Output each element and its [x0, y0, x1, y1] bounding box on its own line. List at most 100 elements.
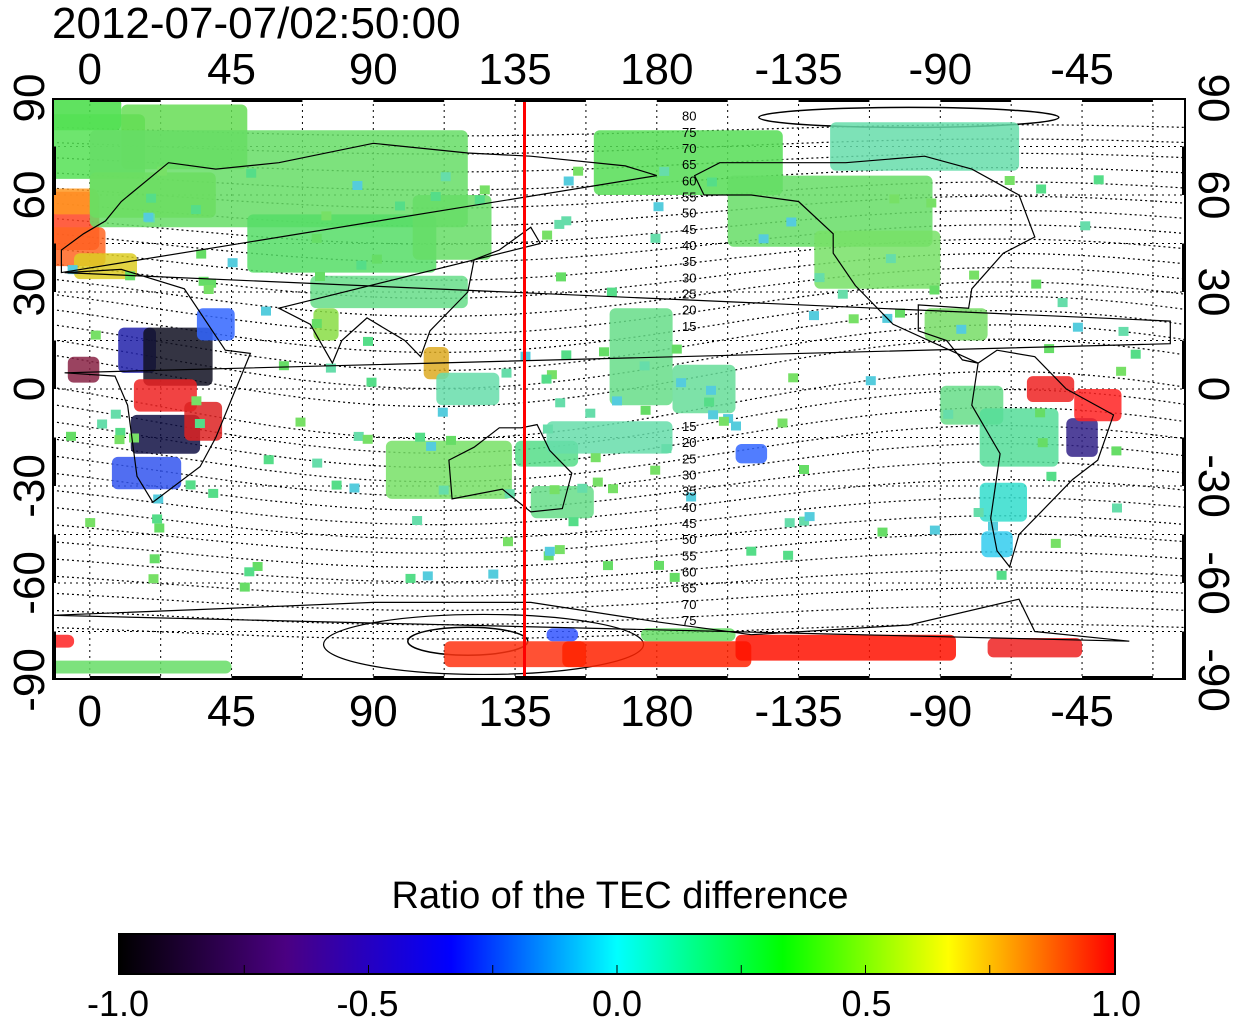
- tec-sample: [198, 276, 209, 286]
- tec-sample: [311, 319, 322, 328]
- latitude-tick-label: 0: [1189, 376, 1238, 402]
- map-plot-area: 80 75 70 65 60 55 50 45 40 35 30 25 20 15 15 20 25 30 35 40…: [52, 98, 1186, 680]
- tec-sample: [706, 177, 717, 187]
- contour-label: 25: [682, 451, 696, 466]
- tec-sample: [206, 278, 217, 288]
- coastline: [448, 423, 573, 513]
- tec-sample: [606, 287, 617, 297]
- tec-sample: [777, 418, 788, 428]
- tec-sample: [814, 273, 825, 283]
- tec-sample: [1046, 471, 1057, 481]
- tec-sample: [804, 512, 815, 522]
- tec-sample: [549, 485, 560, 495]
- tec-sample: [988, 521, 998, 531]
- frame-bar: [231, 676, 303, 680]
- frame-bar: [52, 340, 56, 389]
- tec-sample: [190, 205, 201, 215]
- tec-patch: [436, 372, 500, 406]
- contour-label: 40: [682, 500, 696, 515]
- tec-sample: [85, 518, 96, 528]
- tec-sample: [1035, 408, 1046, 418]
- tec-patch: [385, 440, 512, 499]
- tec-sample: [654, 560, 664, 570]
- colorbar-gradient: [120, 935, 1114, 973]
- tec-sample: [718, 416, 729, 426]
- frame-bar: [373, 98, 445, 102]
- tec-sample: [661, 444, 672, 454]
- tec-sample: [848, 314, 859, 324]
- tec-sample: [996, 570, 1007, 580]
- contour-label: 20: [682, 303, 696, 318]
- latitude-tick-label: 60: [1189, 170, 1238, 220]
- tec-sample: [973, 508, 984, 517]
- map-frame-bars: [52, 98, 1186, 680]
- tec-sample: [315, 272, 325, 281]
- tec-sample: [969, 270, 980, 280]
- tec-sample: [312, 458, 323, 468]
- tec-sample: [669, 572, 680, 582]
- latitude-tick-label: 30: [5, 267, 54, 317]
- tec-sample: [185, 480, 196, 490]
- latitude-tick-label: 0: [5, 376, 54, 402]
- tec-sample: [349, 483, 360, 493]
- tec-sample: [639, 361, 650, 371]
- tec-sample: [542, 424, 553, 434]
- latitude-tick-label: -90: [5, 648, 54, 712]
- tec-patch: [987, 638, 1083, 658]
- tec-patch: [196, 308, 235, 341]
- contour-label: 70: [682, 141, 696, 156]
- coastline: [693, 155, 1036, 364]
- tec-sample: [1112, 503, 1122, 513]
- tec-sample: [208, 488, 219, 498]
- tec-sample: [612, 396, 622, 406]
- tec-sample: [555, 398, 566, 408]
- magnetic-contour: [52, 569, 1186, 597]
- tec-patch: [310, 275, 468, 309]
- frame-bar: [52, 146, 56, 195]
- contour-label: 40: [682, 238, 696, 253]
- tec-sample: [877, 527, 888, 537]
- longitude-tick-label: -45: [1050, 687, 1114, 736]
- tec-sample: [1072, 322, 1083, 332]
- tec-sample: [110, 409, 121, 419]
- map-canvas: 8075706560555045403530252015152025303540…: [52, 98, 1186, 680]
- tec-sample: [196, 249, 207, 259]
- tec-sample: [191, 396, 202, 406]
- tec-sample: [488, 569, 499, 579]
- tec-sample: [943, 409, 954, 419]
- magnetic-contour: [52, 195, 1186, 227]
- tec-sample: [577, 483, 588, 493]
- tec-sample: [1031, 279, 1042, 289]
- tec-sample: [366, 377, 377, 387]
- tec-patch: [52, 660, 232, 674]
- tec-sample: [895, 308, 905, 318]
- longitude-tick-label: 135: [478, 45, 552, 94]
- contour-label: 60: [682, 565, 696, 580]
- frame-bar: [1182, 437, 1186, 486]
- tec-sample: [362, 434, 373, 444]
- longitude-tick-label: -135: [754, 687, 843, 736]
- tec-patch: [52, 188, 98, 215]
- frame-bar: [1182, 340, 1186, 389]
- frame-bar: [1182, 243, 1186, 292]
- frame-bar: [798, 676, 870, 680]
- tec-sample: [278, 361, 289, 371]
- longitude-tick-label: 45: [207, 45, 257, 94]
- tec-sample: [885, 254, 896, 264]
- tec-patch: [130, 414, 201, 454]
- contour-label: 65: [682, 157, 696, 172]
- tec-sample: [353, 431, 364, 441]
- tec-patch: [609, 308, 673, 406]
- tec-sample: [542, 230, 553, 240]
- tec-sample: [395, 201, 405, 211]
- tec-sample: [603, 561, 613, 571]
- tec-patch: [1066, 418, 1098, 457]
- magnetic-contour: [52, 605, 1186, 626]
- contour-label: 20: [682, 435, 696, 450]
- longitude-tick-label: 45: [207, 687, 257, 736]
- latitude-tick-label: -60: [5, 551, 54, 615]
- tec-sample: [546, 370, 557, 380]
- tec-sample: [799, 465, 809, 474]
- tec-sample: [352, 181, 363, 190]
- tec-sample: [311, 233, 322, 243]
